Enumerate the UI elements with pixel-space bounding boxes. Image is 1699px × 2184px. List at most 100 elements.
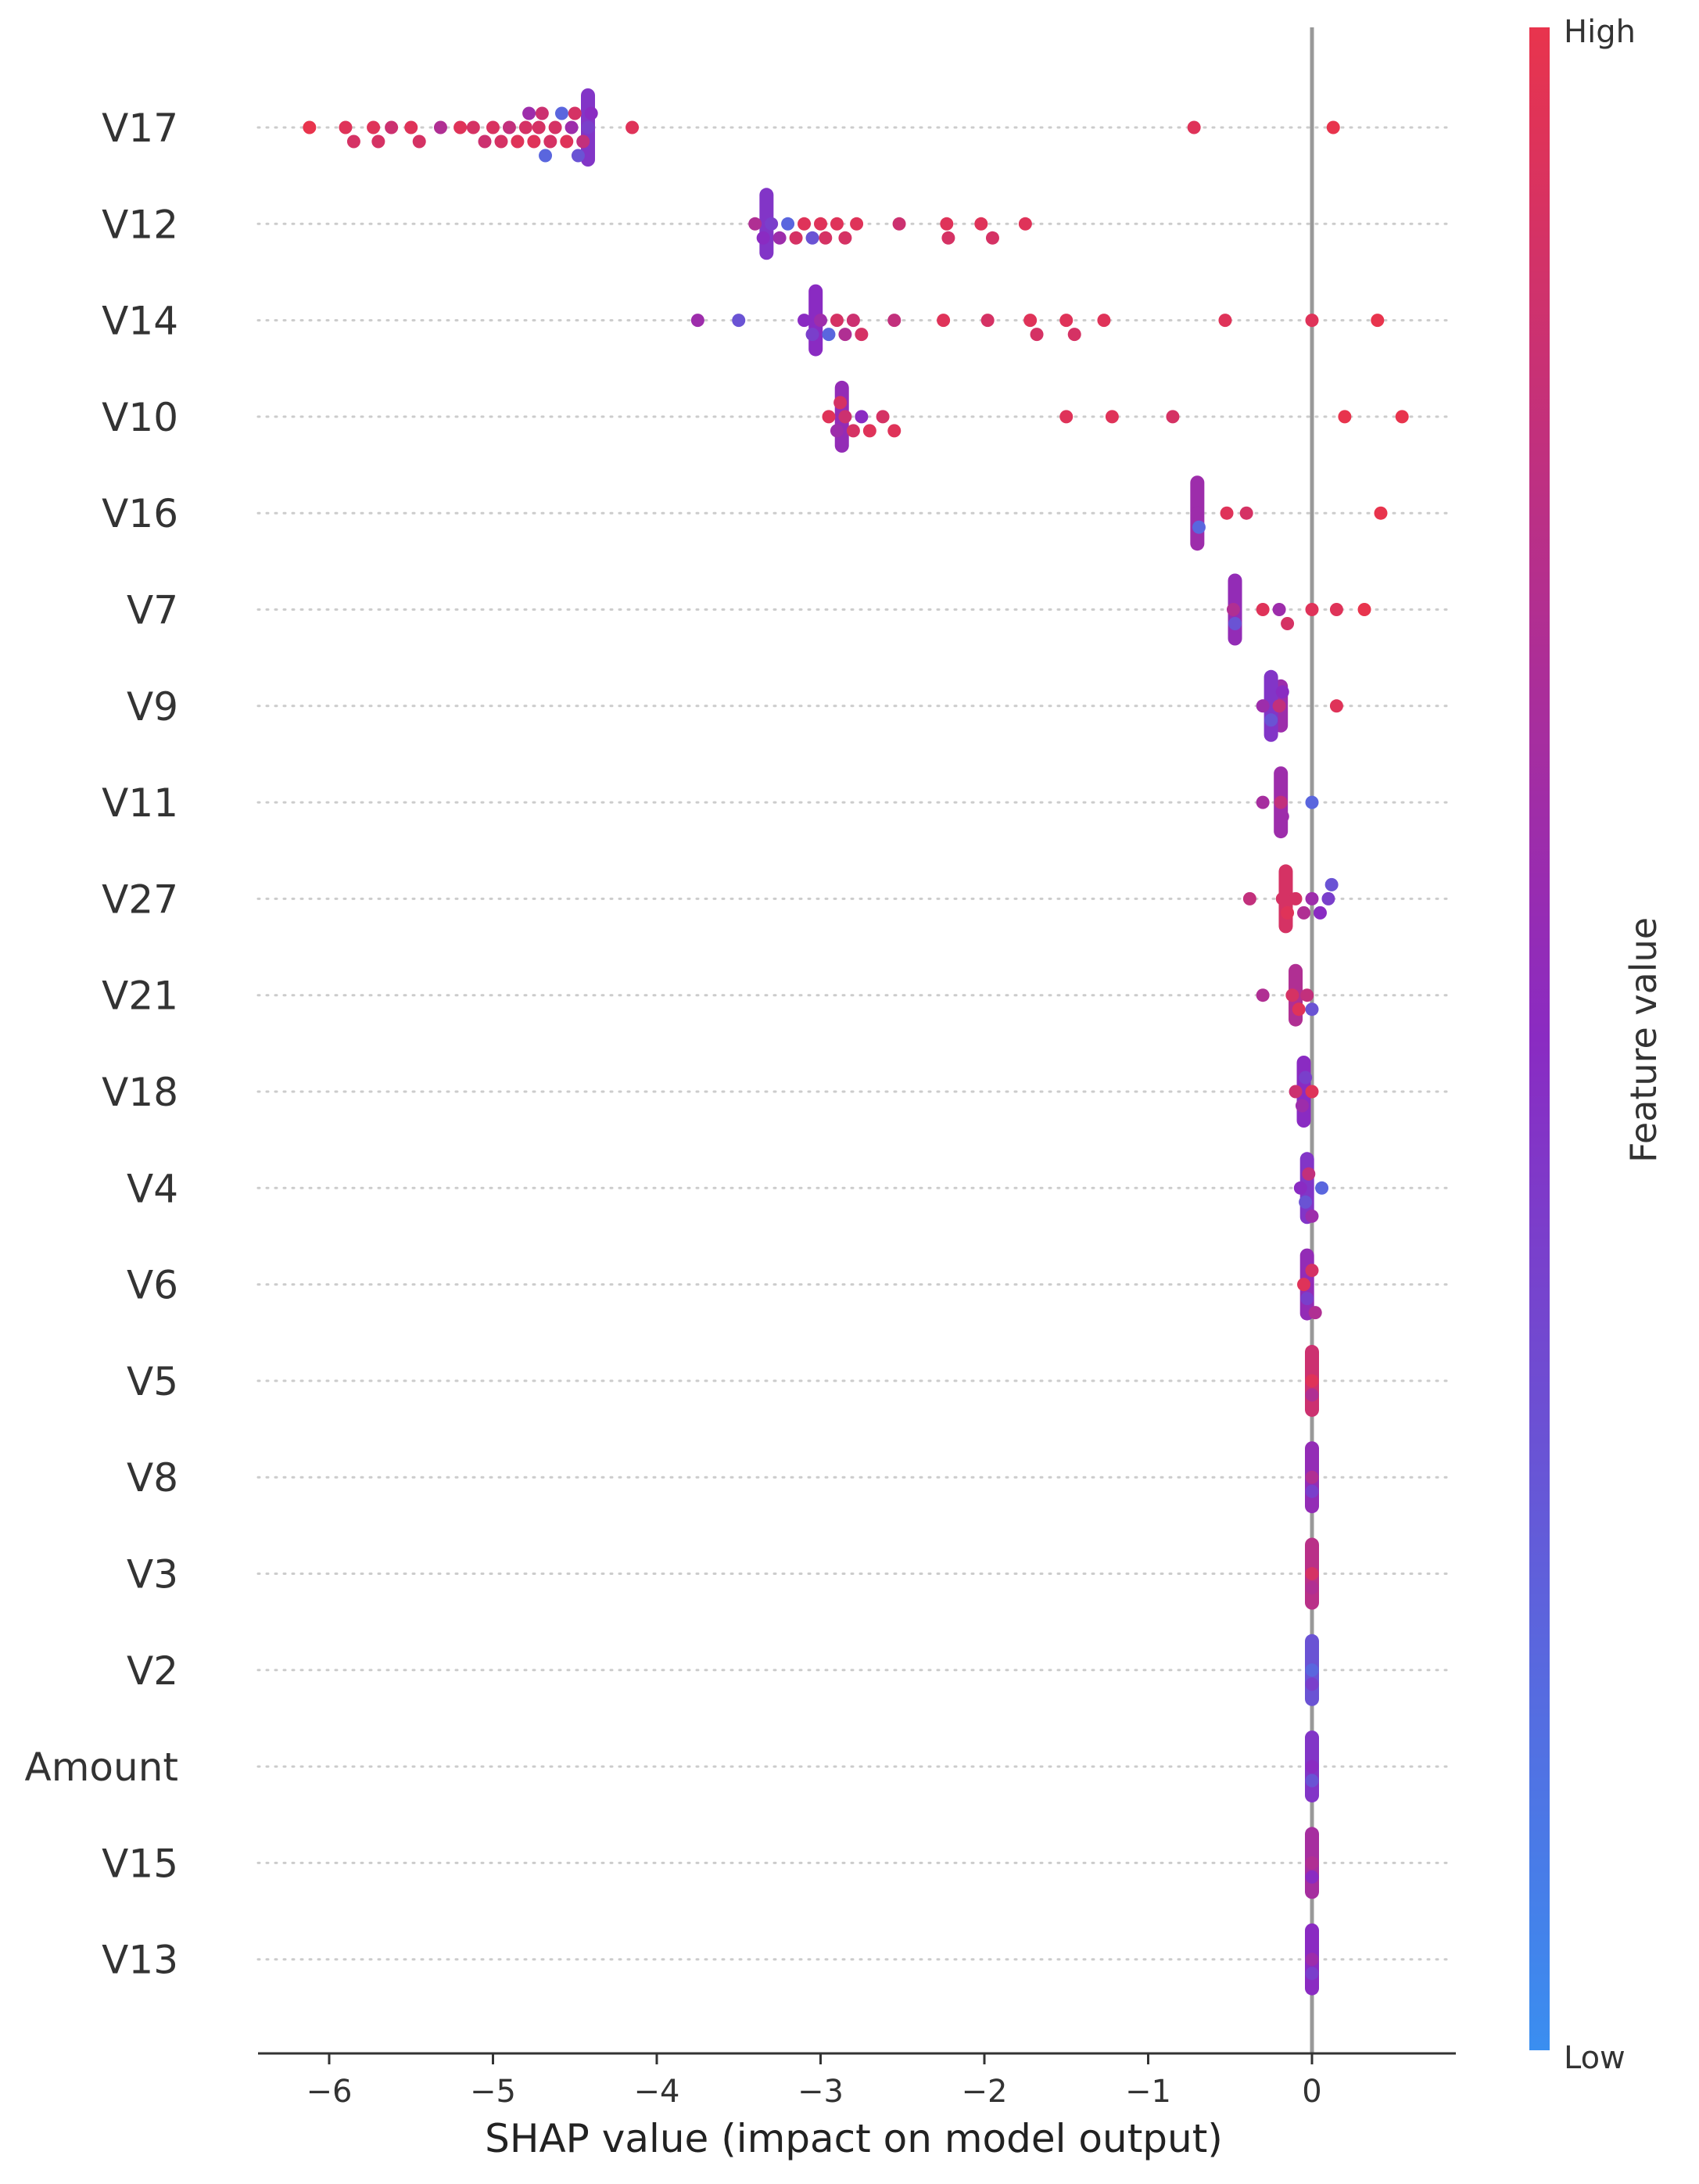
colorbar: High Low Feature value xyxy=(1529,14,1665,2076)
shap-point-v5-0 xyxy=(1305,1374,1319,1388)
shap-points xyxy=(303,88,1409,1996)
shap-point-v18-0 xyxy=(1289,1085,1303,1099)
shap-point-v9-4 xyxy=(1329,699,1343,713)
shap-point-v5-1 xyxy=(1305,1388,1319,1402)
shap-point-v17-34 xyxy=(1326,120,1340,134)
shap-point-v4-2 xyxy=(1302,1167,1316,1181)
feature-label-v27: V27 xyxy=(102,877,178,922)
x-ticks: −6 −5 −4 −3 −2 −1 0 xyxy=(306,2053,1322,2110)
shap-point-v12-10 xyxy=(830,217,844,231)
shap-point-v14-17 xyxy=(1097,314,1111,328)
feature-labels: V17 V12 V14 V10 V16 V7 V9 V11 V27 V21 V18 V4 V6 V5 V8 V… xyxy=(25,106,178,1983)
shap-point-v11-1 xyxy=(1274,795,1288,809)
shap-point-v16-2 xyxy=(1220,506,1234,520)
x-tick-label-3: −3 xyxy=(798,2074,844,2110)
shap-point-v2-0 xyxy=(1305,1663,1319,1677)
shap-point-v17-32 xyxy=(625,120,640,134)
shap-point-v10-7 xyxy=(876,410,890,424)
feature-label-v8: V8 xyxy=(127,1455,178,1501)
shap-point-v12-5 xyxy=(789,231,803,245)
shap-point-v14-19 xyxy=(1305,314,1319,328)
shap-point-v3-0 xyxy=(1305,1567,1319,1580)
feature-label-v11: V11 xyxy=(102,780,178,826)
shap-point-v10-4 xyxy=(846,424,860,438)
shap-point-v7-1 xyxy=(1228,617,1242,630)
shap-point-v7-4 xyxy=(1281,617,1295,630)
x-tick-label-2: −4 xyxy=(634,2074,680,2110)
shap-point-v14-20 xyxy=(1371,314,1385,328)
shap-point-v18-3 xyxy=(1305,1085,1319,1099)
colorbar-low-label: Low xyxy=(1564,2040,1626,2076)
shap-point-v17-7 xyxy=(412,134,426,149)
shap-point-v17-2 xyxy=(346,134,360,149)
shap-point-v17-11 xyxy=(478,134,492,149)
feature-label-v21: V21 xyxy=(102,974,178,1019)
shap-point-v17-16 xyxy=(518,120,532,134)
shap-point-v12-9 xyxy=(819,231,833,245)
shap-point-v17-20 xyxy=(535,106,549,120)
shap-point-v17-22 xyxy=(543,134,557,149)
shap-point-v13-1 xyxy=(1305,1967,1319,1981)
shap-point-v9-2 xyxy=(1272,699,1286,713)
shap-point-v14-10 xyxy=(887,314,901,328)
shap-point-v9-0 xyxy=(1256,699,1270,713)
shap-point-v14-5 xyxy=(822,328,836,342)
feature-label-v9: V9 xyxy=(127,684,178,730)
shap-point-v14-9 xyxy=(855,328,869,342)
shap-point-v12-15 xyxy=(941,231,955,245)
x-axis: −6 −5 −4 −3 −2 −1 0 xyxy=(258,2052,1456,2110)
shap-point-v17-27 xyxy=(568,106,582,120)
shap-point-v17-18 xyxy=(527,134,541,149)
shap-point-v27-4 xyxy=(1297,906,1311,920)
shap-point-v14-12 xyxy=(980,314,995,328)
shap-point-v21-2 xyxy=(1292,1002,1306,1017)
shap-point-v14-15 xyxy=(1059,314,1074,328)
shap-point-v8-0 xyxy=(1305,1470,1319,1484)
shap-point-v10-1 xyxy=(830,424,844,438)
shap-point-v12-1 xyxy=(756,231,770,245)
feature-label-v14: V14 xyxy=(102,299,178,344)
shap-point-v17-26 xyxy=(565,120,579,134)
shap-point-v4-0 xyxy=(1293,1181,1307,1195)
shap-point-v17-12 xyxy=(486,120,500,134)
shap-point-v17-25 xyxy=(560,134,574,149)
shap-point-v17-28 xyxy=(571,149,585,163)
shap-point-v12-6 xyxy=(798,217,812,231)
shap-point-v17-15 xyxy=(511,134,525,149)
shap-point-v21-1 xyxy=(1285,988,1299,1002)
x-axis-title: SHAP value (impact on model output) xyxy=(485,2116,1223,2161)
shap-point-v14-18 xyxy=(1218,314,1232,328)
shap-point-v16-1 xyxy=(1192,520,1206,534)
shap-point-v10-3 xyxy=(838,410,852,424)
shap-point-v12-7 xyxy=(805,231,819,245)
feature-label-v3: V3 xyxy=(127,1552,178,1598)
shap-point-v13-0 xyxy=(1305,1953,1319,1967)
feature-label-v7: V7 xyxy=(127,588,178,633)
feature-label-v13: V13 xyxy=(102,1938,178,1983)
shap-point-v10-11 xyxy=(1166,410,1180,424)
shap-point-v17-21 xyxy=(539,149,553,163)
shap-point-v17-19 xyxy=(532,120,546,134)
feature-label-v10: V10 xyxy=(102,395,178,440)
shap-point-v17-3 xyxy=(367,120,381,134)
shap-point-v17-5 xyxy=(385,120,399,134)
shap-point-v7-5 xyxy=(1305,603,1319,616)
shap-point-v10-0 xyxy=(822,410,836,424)
shap-point-v12-14 xyxy=(940,217,954,231)
shap-point-v17-4 xyxy=(371,134,385,149)
colorbar-gradient xyxy=(1529,27,1550,2050)
shap-point-v7-7 xyxy=(1357,603,1371,616)
shap-point-v21-4 xyxy=(1305,1002,1319,1017)
shap-point-v14-4 xyxy=(814,314,827,328)
shap-point-v27-1 xyxy=(1275,891,1289,906)
feature-guide-lines xyxy=(256,126,1452,1961)
shap-point-v17-10 xyxy=(466,120,480,134)
shap-point-v17-17 xyxy=(522,106,536,120)
shap-point-v12-11 xyxy=(838,231,852,245)
shap-point-v10-9 xyxy=(1059,410,1074,424)
shap-point-amount-1 xyxy=(1305,1773,1319,1788)
shap-point-v17-8 xyxy=(433,120,447,134)
x-tick-label-1: −5 xyxy=(470,2074,516,2110)
shap-point-v17-29 xyxy=(576,134,590,149)
shap-point-v15-1 xyxy=(1305,1870,1319,1884)
